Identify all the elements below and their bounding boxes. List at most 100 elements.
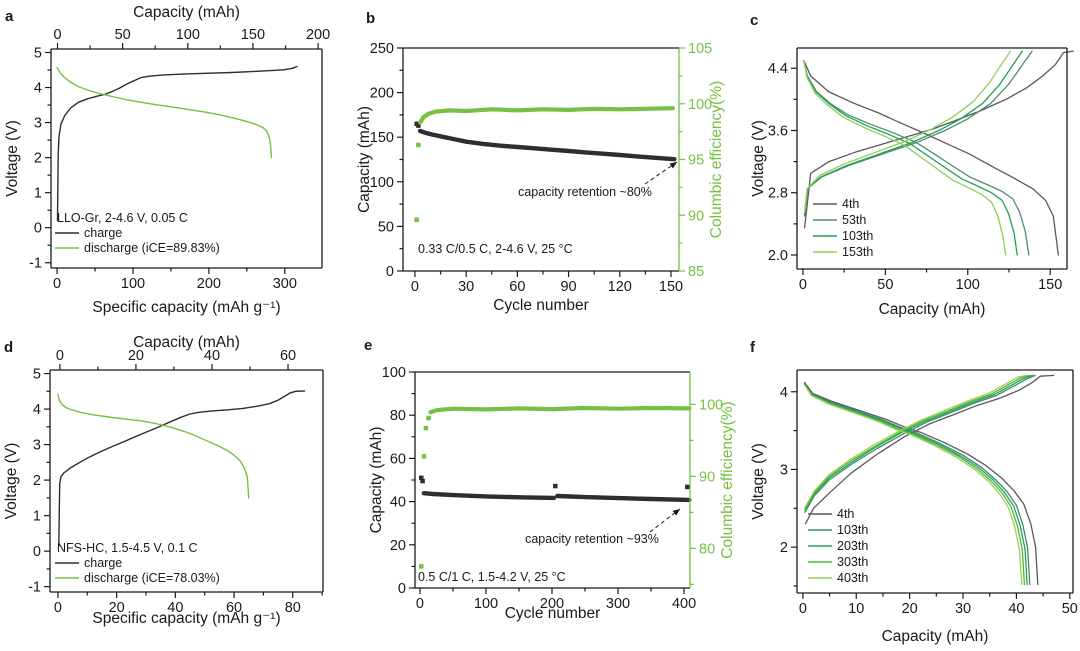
data-point bbox=[419, 564, 424, 569]
x-tick-label: 40 bbox=[167, 600, 183, 616]
y2-tick-label: 90 bbox=[688, 208, 704, 224]
y-tick-label: 4 bbox=[780, 385, 788, 401]
series-charge bbox=[58, 390, 306, 547]
data-point bbox=[414, 217, 419, 222]
plot-frame bbox=[49, 369, 324, 593]
y-tick-label: 200 bbox=[370, 86, 394, 102]
y-tick-label: -1 bbox=[29, 256, 42, 272]
legend-label: 153th bbox=[842, 245, 873, 259]
x2-axis-title: Capacity (mAh) bbox=[133, 4, 240, 21]
x-tick-label: 30 bbox=[458, 279, 474, 295]
data-point bbox=[416, 142, 421, 148]
y-tick-label: 250 bbox=[370, 41, 394, 57]
series-coulombic-efficiency-first-cycles bbox=[414, 142, 421, 222]
series-cycle153-discharge bbox=[803, 59, 1007, 256]
data-point bbox=[426, 415, 431, 421]
legend-item-discharge--iCE-78-03--: discharge (iCE=78.03%) bbox=[55, 571, 220, 585]
legend-item-303th: 303th bbox=[808, 555, 868, 569]
y-axis-title: Voltage (V) bbox=[750, 443, 767, 520]
annotation-arrowhead bbox=[669, 162, 677, 169]
legend: 4th 103th 203th 303th 403th bbox=[808, 507, 868, 585]
x-axis-ticks bbox=[414, 271, 672, 277]
panel-c: 0 50 100 150 Capacity (mAh) 2.0 2.8 3.6 4.4 Volta… bbox=[750, 12, 1074, 318]
x-tick-label: 200 bbox=[197, 276, 221, 292]
y-axis-title: Voltage (V) bbox=[4, 120, 21, 197]
y-tick-label: 3 bbox=[780, 462, 788, 478]
y2-tick-label: 100 bbox=[699, 397, 723, 413]
series-charge bbox=[56, 65, 298, 222]
x2-tick-label: 50 bbox=[115, 27, 131, 43]
plot-frame bbox=[796, 369, 1074, 594]
y2-axis-title: Columbic efficiency(%) bbox=[719, 401, 736, 558]
series-capacity-segment1 bbox=[421, 491, 557, 501]
panel-c-series bbox=[803, 50, 1074, 256]
legend-label: charge bbox=[84, 226, 122, 240]
y-tick-label: 1 bbox=[33, 509, 41, 525]
series-cycle303-discharge bbox=[803, 384, 1026, 586]
panel-letter-c: c bbox=[750, 12, 758, 29]
legend-label: 4th bbox=[842, 197, 859, 211]
x-tick-label: 300 bbox=[606, 596, 630, 612]
legend-label: 203th bbox=[837, 539, 868, 553]
x-tick-label: 150 bbox=[659, 279, 683, 295]
legend-item-53th: 53th bbox=[813, 213, 866, 227]
y-axis-ticks bbox=[409, 371, 415, 589]
y-tick-label: 3 bbox=[33, 438, 41, 454]
series-cycle153-charge bbox=[803, 50, 1012, 213]
x-axis-ticks bbox=[802, 269, 1051, 275]
legend-item-charge: charge bbox=[55, 226, 122, 240]
x2-tick-label: 150 bbox=[241, 27, 265, 43]
x-tick-label: 60 bbox=[226, 600, 242, 616]
x-axis-ticks bbox=[57, 592, 323, 598]
series-cycle103-charge bbox=[803, 50, 1023, 216]
y-tick-label: 3.6 bbox=[768, 123, 788, 139]
y-tick-label: 4 bbox=[33, 402, 41, 418]
x-axis-title: Cycle number bbox=[505, 605, 601, 622]
y-tick-label: 40 bbox=[390, 495, 406, 511]
data-point bbox=[685, 484, 690, 490]
y-tick-label: 0 bbox=[33, 544, 41, 560]
x-tick-label: 150 bbox=[1038, 277, 1062, 293]
panel-e: 0 100 200 300 400 Cycle number 0 20 40 60 80 100 Cap… bbox=[364, 337, 736, 622]
annotation-text: capacity retention ~80% bbox=[518, 185, 652, 199]
y-tick-label: 0 bbox=[386, 264, 394, 280]
series-cycle403-discharge bbox=[803, 384, 1023, 586]
series-coulombic-efficiency bbox=[428, 405, 692, 415]
x-tick-label: 20 bbox=[902, 601, 918, 617]
y-axis-title: Voltage (V) bbox=[750, 120, 767, 197]
y2-tick-label: 100 bbox=[688, 97, 712, 113]
legend-label: charge bbox=[84, 556, 122, 570]
y-tick-label: 4 bbox=[34, 81, 42, 97]
series-capacity-first-cycles bbox=[419, 475, 425, 484]
x-tick-label: 100 bbox=[474, 596, 498, 612]
x-tick-label: 0 bbox=[799, 601, 807, 617]
y-axis-ticks bbox=[44, 372, 50, 588]
panel-d-series bbox=[57, 390, 306, 547]
x2-tick-label: 0 bbox=[53, 27, 61, 43]
plot-frame bbox=[796, 47, 1068, 270]
x-tick-label: 50 bbox=[877, 277, 893, 293]
x-tick-label: 10 bbox=[848, 601, 864, 617]
x-tick-label: 60 bbox=[509, 279, 525, 295]
series-coulombic-efficiency-first-cycles bbox=[419, 415, 431, 569]
legend-item-charge: charge bbox=[55, 556, 122, 570]
y-axis-ticks bbox=[397, 47, 403, 272]
y-tick-label: 2 bbox=[33, 473, 41, 489]
legend-label: discharge (iCE=89.83%) bbox=[84, 241, 220, 255]
series-capacity-first-cycles bbox=[414, 121, 421, 128]
x-tick-label: 0 bbox=[416, 596, 424, 612]
data-point bbox=[416, 123, 421, 128]
x-tick-label: 40 bbox=[1008, 601, 1024, 617]
series-cycle4-discharge bbox=[803, 381, 1039, 586]
x-tick-label: 30 bbox=[955, 601, 971, 617]
series-cycle203-discharge bbox=[803, 383, 1028, 586]
y-tick-label: 50 bbox=[378, 219, 394, 235]
y-tick-label: 2.0 bbox=[768, 248, 788, 264]
y-tick-label: 0 bbox=[34, 221, 42, 237]
series-capacity-spikes bbox=[553, 483, 690, 490]
legend-label: 103th bbox=[837, 523, 868, 537]
legend-item-4th: 4th bbox=[813, 197, 859, 211]
